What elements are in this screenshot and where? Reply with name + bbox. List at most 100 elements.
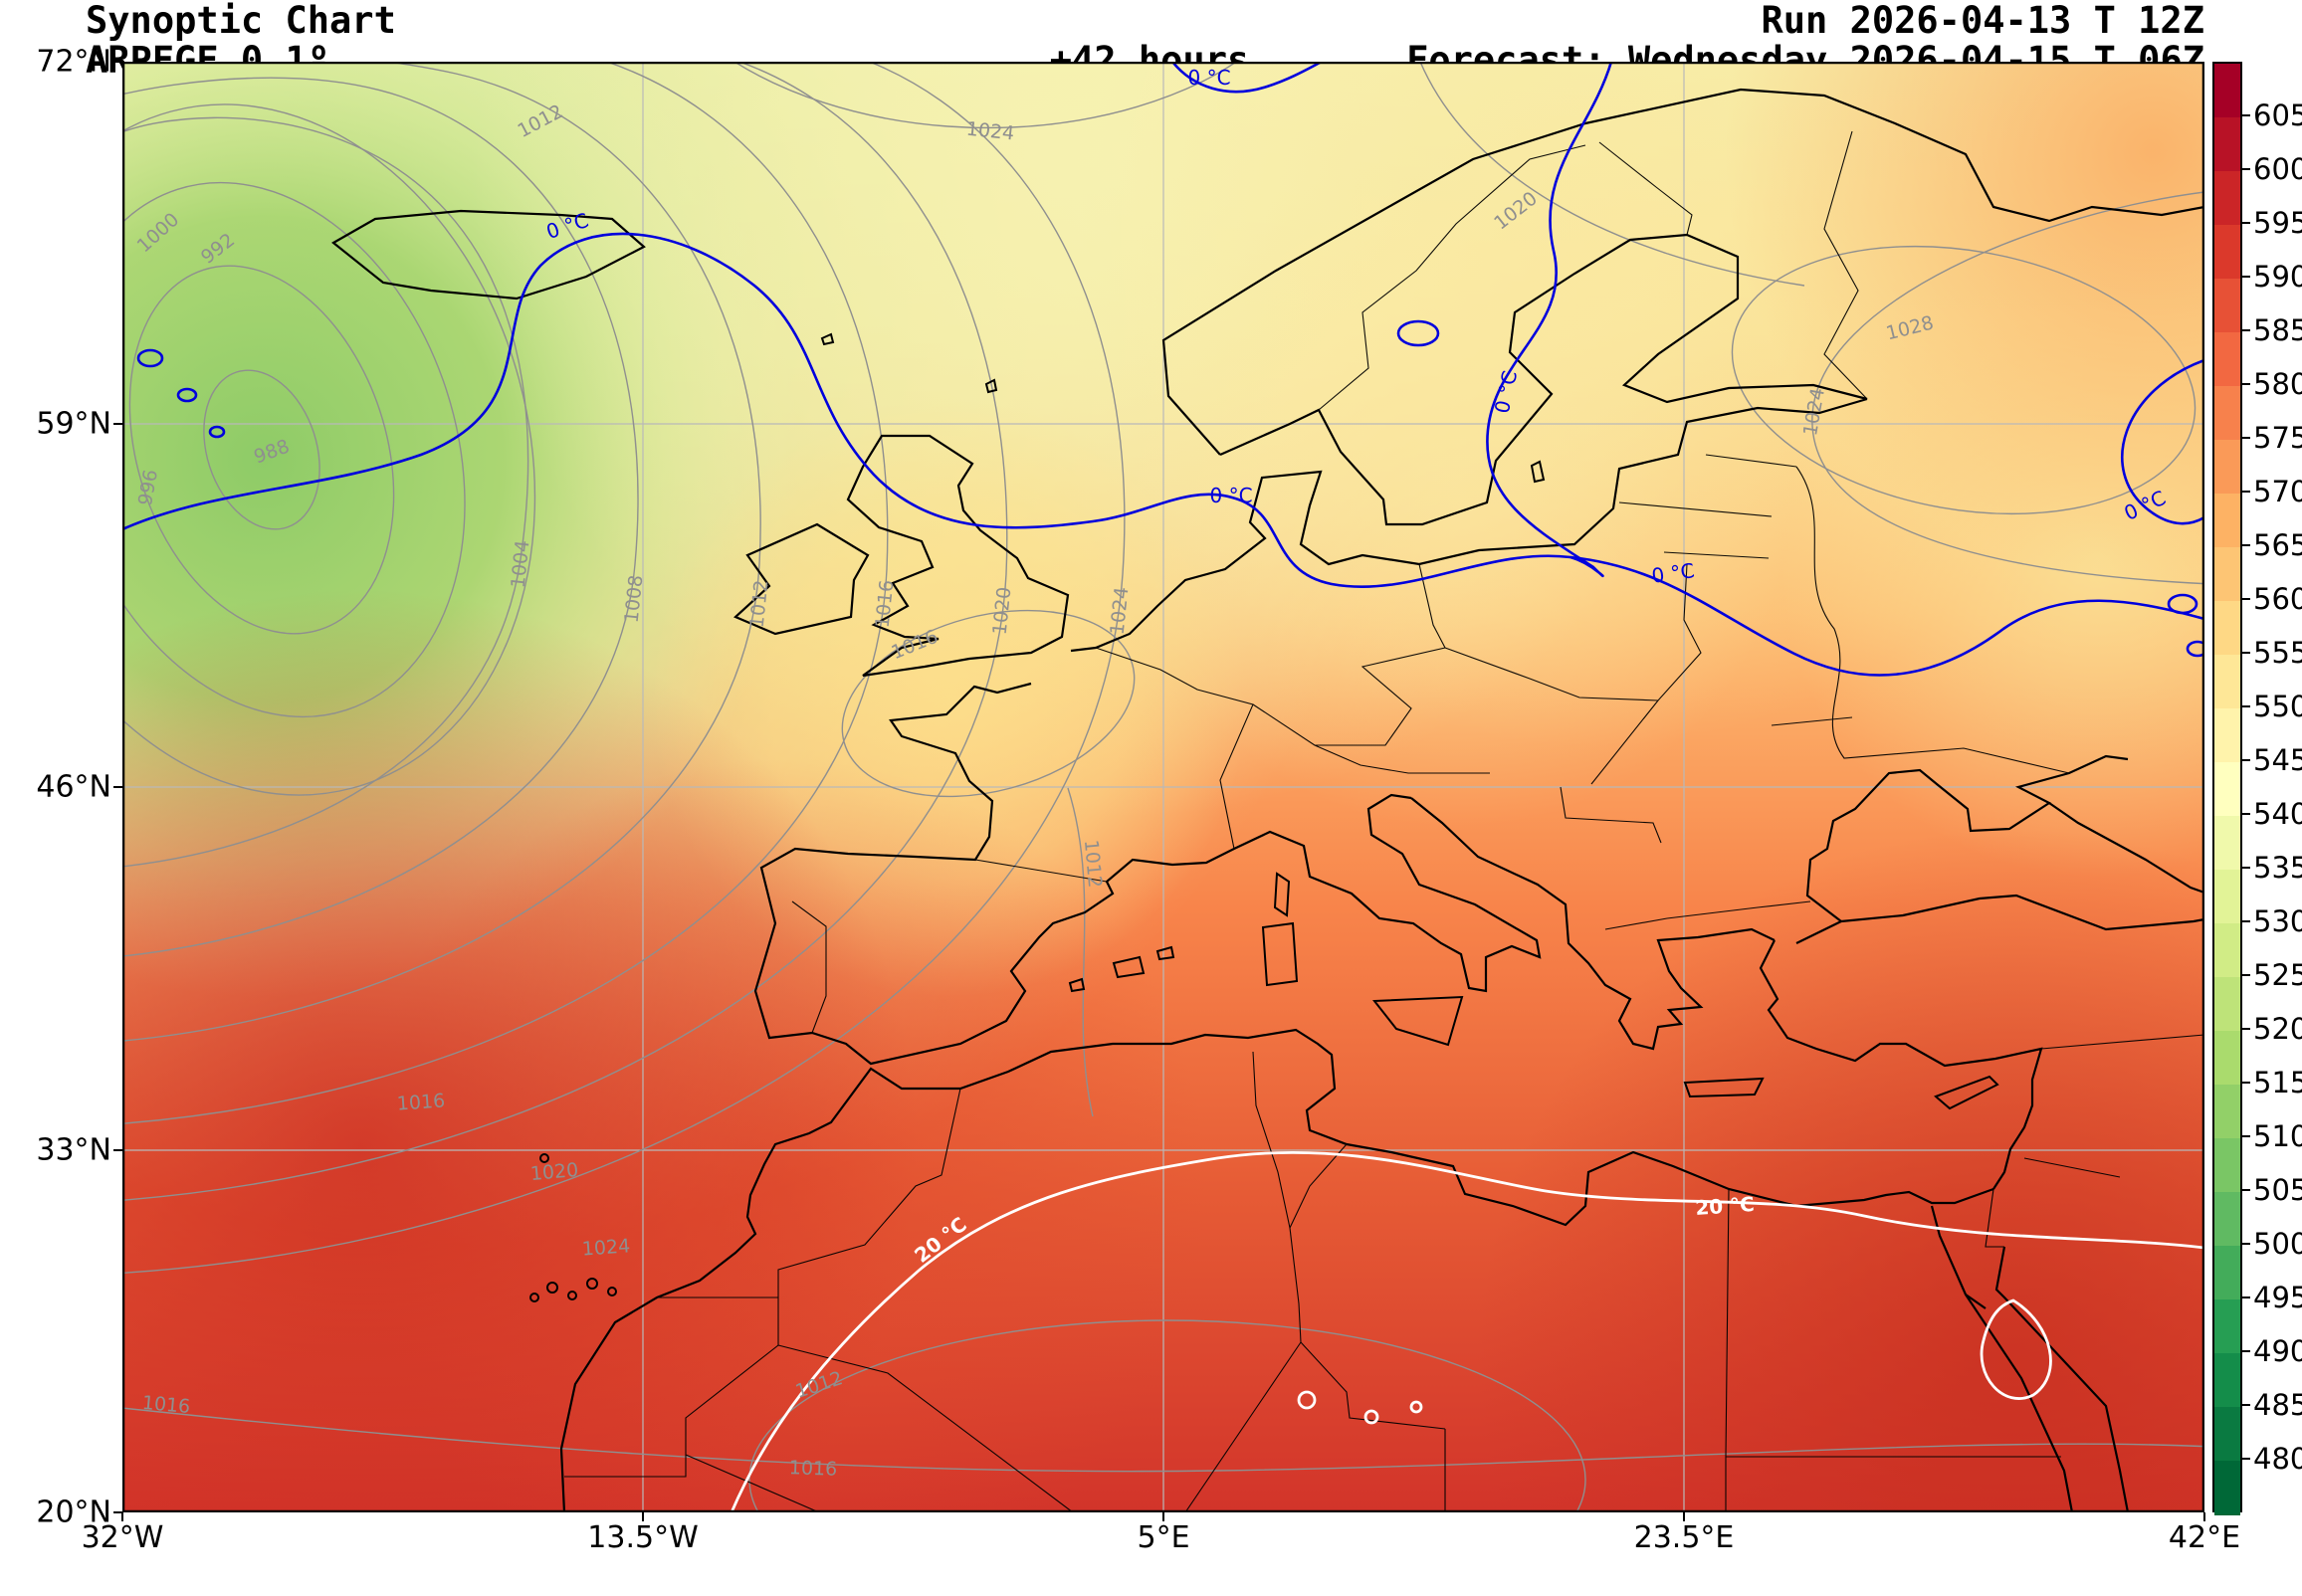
colorbar-tick-mark bbox=[2242, 168, 2250, 170]
isotherm-0c-label: 0 °C bbox=[1650, 558, 1696, 588]
coastlines-borders bbox=[331, 88, 2204, 1512]
colorbar-tick-label: 580 bbox=[2253, 367, 2302, 401]
lat-tick-mark bbox=[113, 1149, 122, 1151]
coastline-north-africa bbox=[559, 1028, 1994, 1512]
colorbar-tick-label: 510 bbox=[2253, 1119, 2302, 1153]
lon-tick-label: 5°E bbox=[1137, 1520, 1190, 1555]
colorbar-segment bbox=[2214, 1192, 2240, 1247]
colorbar-segment bbox=[2214, 547, 2240, 602]
colorbar-segment bbox=[2214, 708, 2240, 763]
colorbar-tick-label: 480 bbox=[2253, 1442, 2302, 1476]
colorbar-tick-mark bbox=[2242, 652, 2250, 654]
colorbar-tick-mark bbox=[2242, 1458, 2250, 1460]
colorbar-tick-mark bbox=[2242, 1135, 2250, 1137]
isobar-value-label: 1024 bbox=[1107, 586, 1134, 636]
colorbar-tick-mark bbox=[2242, 1350, 2250, 1352]
colorbar-tick-label: 575 bbox=[2253, 421, 2302, 455]
colorbar-tick-label: 570 bbox=[2253, 475, 2302, 508]
lat-tick-label: 20°N bbox=[36, 1495, 111, 1530]
colorbar-tick-mark bbox=[2242, 1189, 2250, 1191]
canary-islands bbox=[529, 1153, 617, 1302]
coastline-iceland bbox=[331, 209, 646, 300]
colorbar-tick-mark bbox=[2242, 544, 2250, 546]
colorbar-segment bbox=[2214, 1085, 2240, 1139]
colorbar-tick-mark bbox=[2242, 813, 2250, 815]
colorbar-segment bbox=[2214, 1299, 2240, 1354]
lon-tick-mark bbox=[1162, 1512, 1164, 1521]
coastline-ireland bbox=[732, 522, 870, 636]
colorbar-segment bbox=[2214, 332, 2240, 387]
colorbar-tick-mark bbox=[2242, 1243, 2250, 1245]
isobar-value-label: 1012 bbox=[746, 579, 773, 629]
coastline-balkans bbox=[1410, 797, 1776, 1051]
isobar-value-label: 1016 bbox=[872, 579, 899, 629]
colorbar-tick-label: 505 bbox=[2253, 1173, 2302, 1207]
colorbar-tick-label: 515 bbox=[2253, 1066, 2302, 1099]
lon-tick-mark bbox=[121, 1512, 123, 1521]
isotherm-0c-label: 0 °C bbox=[1209, 484, 1252, 507]
colorbar-segment bbox=[2214, 1353, 2240, 1408]
isobar-value-label: 1004 bbox=[508, 539, 534, 589]
coastline-west-europe bbox=[753, 682, 1542, 1066]
isobar-value-label: 1012 bbox=[1080, 839, 1106, 889]
lon-tick-mark bbox=[2203, 1512, 2205, 1521]
colorbar-tick-label: 520 bbox=[2253, 1012, 2302, 1046]
colorbar-tick-label: 545 bbox=[2253, 743, 2302, 777]
lat-tick-label: 72°N bbox=[36, 44, 111, 80]
colorbar-tick-mark bbox=[2242, 114, 2250, 116]
colorbar-tick-mark bbox=[2242, 329, 2250, 331]
colorbar-tick-label: 590 bbox=[2253, 260, 2302, 294]
colorbar-tick-mark bbox=[2242, 437, 2250, 439]
lon-tick-mark bbox=[1683, 1512, 1685, 1521]
colorbar-tick-label: 550 bbox=[2253, 690, 2302, 723]
colorbar-segment bbox=[2214, 977, 2240, 1032]
colorbar-segment bbox=[2214, 279, 2240, 333]
isotherm-20c-label: 20 °C bbox=[1694, 1192, 1755, 1220]
colorbar-tick-mark bbox=[2242, 1404, 2250, 1406]
lon-tick-mark bbox=[642, 1512, 644, 1521]
colorbar-segment bbox=[2214, 64, 2240, 118]
colorbar-tick-label: 525 bbox=[2253, 958, 2302, 992]
map-area: 988 992 996 1000 1004 1008 1012 1012 1016 1016 102… bbox=[122, 62, 2204, 1512]
lat-tick-mark bbox=[113, 423, 122, 425]
lat-tick-label: 59°N bbox=[36, 406, 111, 442]
colorbar-segment bbox=[2214, 1461, 2240, 1515]
colorbar-tick-label: 540 bbox=[2253, 797, 2302, 831]
colorbar-segment bbox=[2214, 870, 2240, 924]
colorbar-tick-mark bbox=[2242, 974, 2250, 976]
coastline-turkey-north bbox=[1795, 894, 2204, 944]
colorbar-segment bbox=[2214, 494, 2240, 548]
colorbar-tick-mark bbox=[2242, 222, 2250, 224]
colorbar-tick-label: 495 bbox=[2253, 1281, 2302, 1314]
isobar-value-label: 1008 bbox=[621, 574, 648, 624]
isobar-value-label: 1020 bbox=[529, 1159, 579, 1185]
colorbar-tick-label: 605 bbox=[2253, 99, 2302, 132]
isobar-value-label: 1020 bbox=[989, 586, 1016, 636]
isobar-value-label: 1016 bbox=[396, 1090, 446, 1114]
colorbar-segment bbox=[2214, 655, 2240, 709]
colorbar-tick-label: 485 bbox=[2253, 1388, 2302, 1422]
lon-tick-label: 32°W bbox=[81, 1520, 164, 1555]
isotherm-0c bbox=[122, 62, 2204, 677]
colorbar-tick-label: 565 bbox=[2253, 528, 2302, 562]
country-borders bbox=[564, 130, 2204, 1512]
colorbar-segment bbox=[2214, 1407, 2240, 1462]
colorbar-segment bbox=[2214, 601, 2240, 656]
lat-tick-mark bbox=[113, 786, 122, 788]
isobar-value-label: 1016 bbox=[788, 1457, 837, 1481]
lon-tick-label: 23.5°E bbox=[1633, 1520, 1735, 1555]
colorbar-tick-mark bbox=[2242, 1028, 2250, 1030]
colorbar bbox=[2212, 62, 2242, 1515]
colorbar-segment bbox=[2214, 1138, 2240, 1193]
colorbar-tick-mark bbox=[2242, 705, 2250, 707]
coastline-britain bbox=[846, 434, 1070, 678]
coastline-turkey-west bbox=[1759, 939, 2043, 1190]
coastline-red-sea bbox=[1930, 1205, 2130, 1512]
isobar-value-label: 1024 bbox=[581, 1235, 631, 1260]
lon-tick-label: 13.5°W bbox=[587, 1520, 699, 1555]
colorbar-tick-label: 595 bbox=[2253, 206, 2302, 240]
isobars bbox=[122, 62, 2204, 1512]
colorbar-tick-label: 490 bbox=[2253, 1334, 2302, 1368]
